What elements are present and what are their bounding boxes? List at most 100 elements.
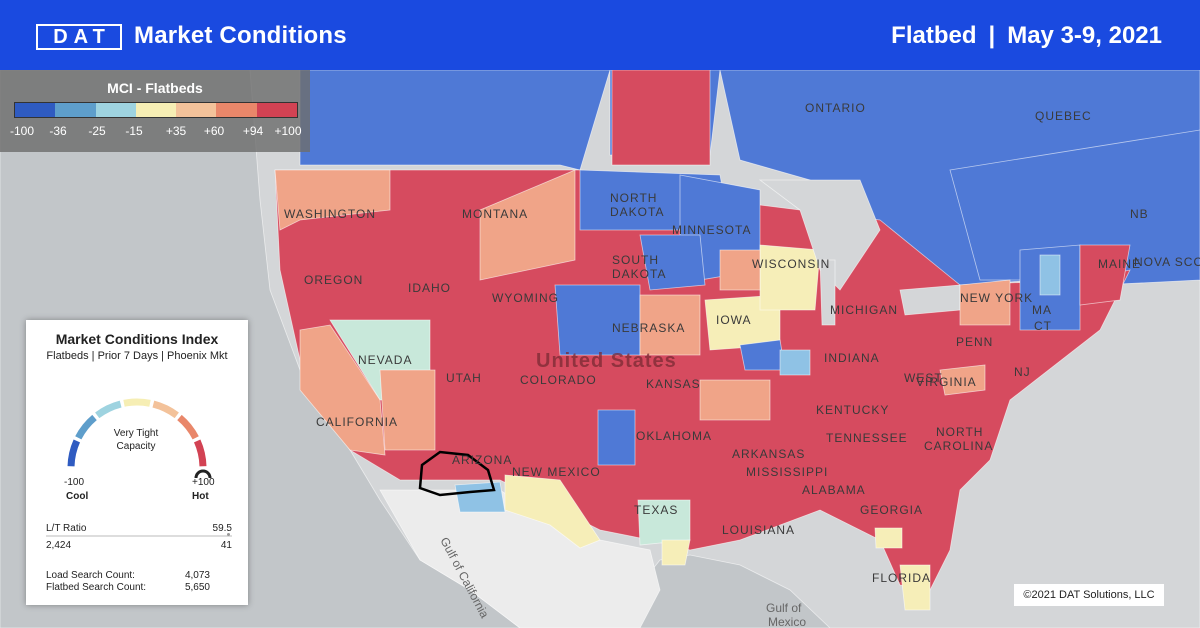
- sd-cool: [639, 234, 706, 291]
- loads-trucks-row: 2,424 41: [46, 540, 232, 551]
- map-label-ontario: ONTARIO: [805, 101, 866, 115]
- date-range: May 3-9, 2021: [1007, 22, 1162, 49]
- map-label-north-dakota-1: NORTH: [610, 191, 657, 205]
- il-cool: [739, 339, 786, 371]
- header-separator: |: [988, 22, 996, 49]
- in-lightblue: [779, 349, 811, 376]
- map-label-oklahoma: OKLAHOMA: [636, 429, 712, 443]
- map-label-indiana: INDIANA: [824, 351, 880, 365]
- map-label-penn: PENN: [956, 335, 993, 349]
- flatbed-search-value: 5,650: [184, 582, 210, 593]
- map-label-ct: CT: [1034, 319, 1052, 333]
- gauge-segment: [123, 398, 151, 407]
- flatbed-search-row: Flatbed Search Count: 5,650: [46, 582, 232, 593]
- card-title: Market Conditions Index: [55, 331, 219, 347]
- map-label-louisiana: LOUISIANA: [722, 523, 795, 537]
- legend-tick: +100: [274, 124, 302, 138]
- flatbed-search-label: Flatbed Search Count:: [46, 582, 147, 593]
- legend-swatch: [135, 103, 177, 117]
- map-label-arkansas: ARKANSAS: [732, 447, 805, 461]
- legend-tick: -36: [49, 124, 67, 138]
- mci-legend: MCI - Flatbeds -100 -36 -25 -15 +35 +60 …: [0, 70, 310, 152]
- gauge-segment: [193, 439, 207, 467]
- map-label-north-dakota-2: DAKOTA: [610, 205, 664, 219]
- ne-cool: [554, 284, 641, 356]
- card-subtitle: Flatbeds | Prior 7 Days | Phoenix Mkt: [46, 350, 228, 362]
- gauge-cool-label: Cool: [66, 491, 89, 502]
- nv-warm: [379, 369, 436, 451]
- mt-warm: [479, 169, 576, 281]
- map-label-nb: NB: [1130, 207, 1149, 221]
- map-label-florida: FLORIDA: [872, 571, 931, 585]
- ok-cool: [597, 409, 636, 466]
- map-label-wisconsin: WISCONSIN: [752, 257, 830, 271]
- lake-erie: [899, 284, 961, 316]
- map-label-montana: MONTANA: [462, 207, 528, 221]
- legend-ticks: -100 -36 -25 -15 +35 +60 +94 +100: [0, 124, 310, 140]
- legend-swatch: [55, 103, 96, 117]
- gauge-segment: [75, 414, 97, 440]
- legend-color-scale: [14, 102, 298, 118]
- gauge-min: -100: [64, 477, 85, 488]
- gauge-max: +100: [192, 477, 215, 488]
- legend-swatch: [95, 103, 136, 117]
- legend-swatch: [256, 103, 297, 117]
- gauge-hot-label: Hot: [192, 491, 209, 502]
- gauge-segment: [67, 439, 81, 467]
- wi-neutral: [759, 244, 821, 311]
- va-warm: [939, 364, 986, 396]
- map-label-tennessee: TENNESSEE: [826, 431, 908, 445]
- ny-warm: [959, 279, 1011, 326]
- map-label-south-dakota-2: DAKOTA: [612, 267, 666, 281]
- map-label-nebraska: NEBRASKA: [612, 321, 685, 335]
- lt-ratio-marker: [227, 533, 230, 536]
- equipment-type: Flatbed: [891, 22, 977, 49]
- map-canvas[interactable]: ONTARIO QUEBEC WASHINGTON MONTANA NORTH …: [0, 70, 1200, 628]
- map-label-utah: UTAH: [446, 371, 482, 385]
- tx-neutral-2: [661, 539, 691, 566]
- map-label-nj: NJ: [1014, 365, 1031, 379]
- map-label-alabama: ALABAMA: [802, 483, 866, 497]
- legend-tick: -25: [88, 124, 106, 138]
- load-count: 2,424: [46, 540, 72, 551]
- header-bar: DAT Market Conditions Flatbed | May 3-9, 2…: [0, 0, 1200, 70]
- legend-tick: -100: [9, 124, 35, 138]
- market-conditions-card: Market Conditions Index Flatbeds | Prior…: [26, 320, 248, 605]
- load-search-value: 4,073: [184, 570, 210, 581]
- wi-warm: [719, 249, 761, 291]
- map-label-gulf-of-mexico-2: Mexico: [768, 615, 806, 628]
- gauge-indicator: [194, 469, 212, 478]
- load-search-label: Load Search Count:: [46, 570, 135, 581]
- ca-warm: [299, 324, 386, 456]
- map-label-united-states: United States: [536, 350, 677, 372]
- map-label-arizona: ARIZONA: [452, 453, 512, 467]
- legend-tick: +60: [203, 124, 225, 138]
- truck-count: 41: [220, 540, 232, 551]
- legend-tick: +94: [242, 124, 264, 138]
- map-label-virginia: VIRGINIA: [916, 375, 977, 389]
- map-label-california: CALIFORNIA: [316, 415, 398, 429]
- lt-ratio-bar: [46, 533, 232, 537]
- map-label-washington: WASHINGTON: [284, 207, 376, 221]
- map-label-minnesota: MINNESOTA: [672, 223, 751, 237]
- load-search-row: Load Search Count: 4,073: [46, 570, 232, 581]
- map-svg: ONTARIO QUEBEC WASHINGTON MONTANA NORTH …: [0, 70, 1200, 628]
- az-lightblue: [454, 481, 506, 513]
- map-label-iowa: IOWA: [716, 313, 752, 327]
- phoenix-market-outline[interactable]: [418, 450, 496, 497]
- map-label-maine: MAINE: [1098, 257, 1141, 271]
- capacity-status-line1: Very Tight: [113, 428, 159, 439]
- map-label-kansas: KANSAS: [646, 377, 701, 391]
- map-label-new-york: NEW YORK: [960, 291, 1033, 305]
- lt-ratio-row: L/T Ratio 59.5: [46, 523, 232, 534]
- map-label-wyoming: WYOMING: [492, 291, 559, 305]
- map-label-colorado: COLORADO: [520, 373, 597, 387]
- map-label-texas: TEXAS: [634, 503, 678, 517]
- lake-michigan: [819, 259, 836, 326]
- lt-ratio-label: L/T Ratio: [46, 523, 87, 534]
- legend-swatch: [216, 103, 257, 117]
- capacity-status-line2: Capacity: [116, 441, 156, 452]
- map-label-ma: MA: [1032, 303, 1052, 317]
- map-label-west: WEST: [904, 371, 943, 385]
- header-right: Flatbed | May 3-9, 2021: [891, 22, 1162, 50]
